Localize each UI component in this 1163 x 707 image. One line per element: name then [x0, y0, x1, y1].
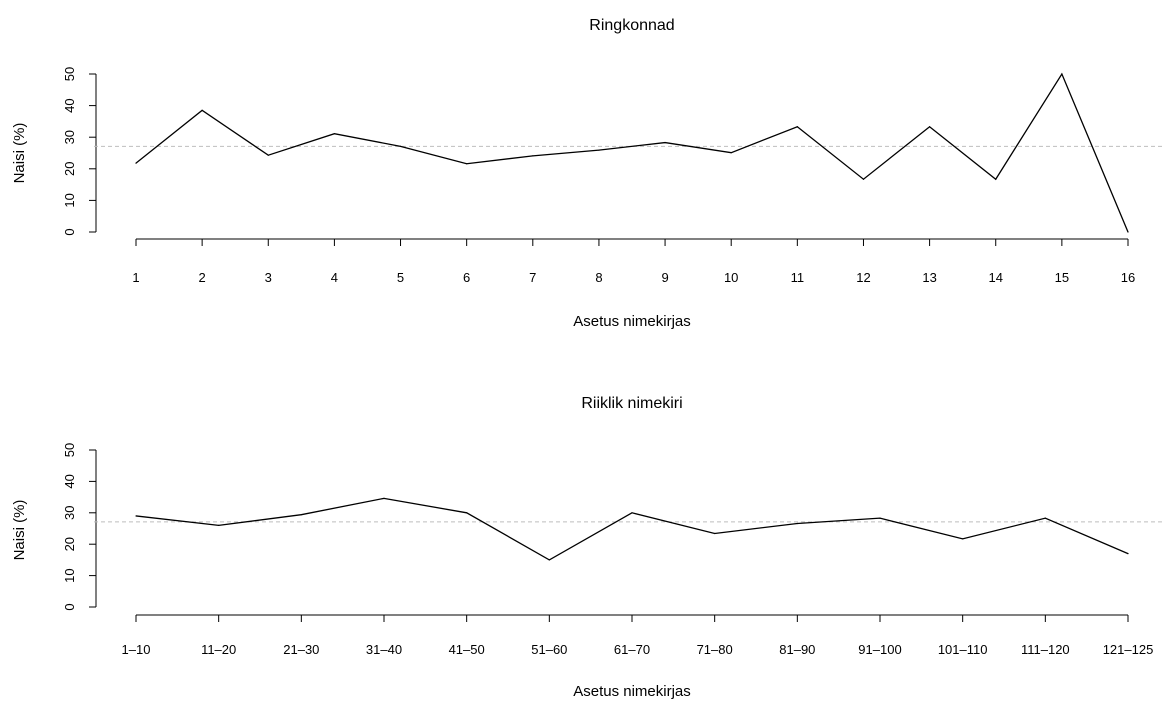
data-point — [532, 155, 534, 157]
data-point — [383, 497, 385, 499]
x-tick-label: 11 — [791, 270, 805, 285]
x-tick-label: 121–125 — [1103, 642, 1154, 657]
data-point — [548, 559, 550, 561]
y-tick-label: 20 — [62, 537, 77, 551]
x-tick-label: 9 — [661, 270, 668, 285]
chart-title: Riiklik nimekiri — [581, 395, 682, 412]
y-tick-label: 10 — [62, 568, 77, 582]
x-axis-title: Asetus nimekirjas — [573, 313, 691, 330]
data-point — [1061, 73, 1063, 75]
x-tick-label: 6 — [463, 270, 470, 285]
chart-panel-riiklik-nimekiri: Riiklik nimekiri Asetus nimekirjas Naisi… — [11, 395, 1163, 700]
x-tick-label: 111–120 — [1021, 642, 1070, 657]
x-tick-label: 8 — [595, 270, 602, 285]
data-point — [333, 133, 335, 135]
x-tick-label: 21–30 — [283, 642, 319, 657]
data-point — [862, 178, 865, 180]
y-tick-label: 40 — [62, 98, 77, 112]
x-tick-label: 81–90 — [779, 642, 815, 657]
data-point — [879, 517, 881, 519]
series-line — [135, 72, 1129, 233]
data-point — [796, 126, 798, 128]
data-point — [201, 109, 203, 111]
data-point — [995, 178, 997, 180]
x-tick-label: 1 — [132, 270, 139, 285]
chart-panel-ringkonnad: Ringkonnad Asetus nimekirjas Naisi (%) 0… — [11, 17, 1163, 330]
x-tick-label: 41–50 — [449, 642, 485, 657]
data-point — [466, 512, 468, 514]
data-point — [1127, 553, 1129, 555]
x-tick-label: 3 — [265, 270, 272, 285]
y-tick-label: 50 — [62, 67, 77, 81]
x-tick-label: 101–110 — [938, 642, 988, 657]
y-tick-label: 0 — [62, 603, 77, 610]
data-point — [1127, 231, 1129, 233]
data-point — [796, 522, 798, 525]
y-axis-title: Naisi (%) — [11, 123, 28, 184]
x-tick-label: 71–80 — [697, 642, 733, 657]
series-line — [135, 497, 1129, 561]
x-tick-label: 12 — [856, 270, 870, 285]
data-point — [1044, 517, 1046, 519]
data-point — [135, 162, 137, 164]
y-tick-label: 0 — [62, 228, 77, 235]
x-tick-label: 14 — [988, 270, 1002, 285]
data-point — [466, 163, 468, 165]
data-point — [664, 141, 666, 144]
chart-title: Ringkonnad — [589, 17, 674, 34]
x-tick-label: 61–70 — [614, 642, 650, 657]
data-point — [598, 149, 600, 151]
data-point — [730, 152, 732, 154]
y-tick-label: 30 — [62, 506, 77, 520]
data-point — [218, 524, 220, 526]
y-tick-label: 10 — [62, 193, 77, 207]
data-point — [300, 514, 302, 516]
data-point — [929, 126, 931, 128]
data-point — [962, 538, 964, 540]
x-tick-label: 51–60 — [531, 642, 567, 657]
x-tick-label: 5 — [397, 270, 404, 285]
x-tick-label: 13 — [922, 270, 936, 285]
x-tick-label: 16 — [1121, 270, 1135, 285]
y-axis-title: Naisi (%) — [11, 500, 28, 561]
data-point — [714, 532, 716, 535]
x-tick-label: 11–20 — [201, 642, 236, 657]
data-point — [267, 154, 269, 156]
y-tick-label: 20 — [62, 162, 77, 176]
x-tick-label: 2 — [199, 270, 206, 285]
y-tick-label: 30 — [62, 130, 77, 144]
data-point — [631, 512, 633, 514]
y-tick-label: 50 — [62, 443, 77, 457]
data-point — [399, 145, 402, 147]
x-tick-label: 4 — [331, 270, 338, 285]
x-tick-label: 1–10 — [122, 642, 151, 657]
x-tick-label: 7 — [529, 270, 536, 285]
x-tick-label: 15 — [1055, 270, 1069, 285]
x-tick-label: 31–40 — [366, 642, 402, 657]
data-point — [135, 515, 137, 517]
y-tick-label: 40 — [62, 474, 77, 488]
x-tick-label: 91–100 — [858, 642, 901, 657]
x-axis-title: Asetus nimekirjas — [573, 683, 691, 700]
x-tick-label: 10 — [724, 270, 738, 285]
